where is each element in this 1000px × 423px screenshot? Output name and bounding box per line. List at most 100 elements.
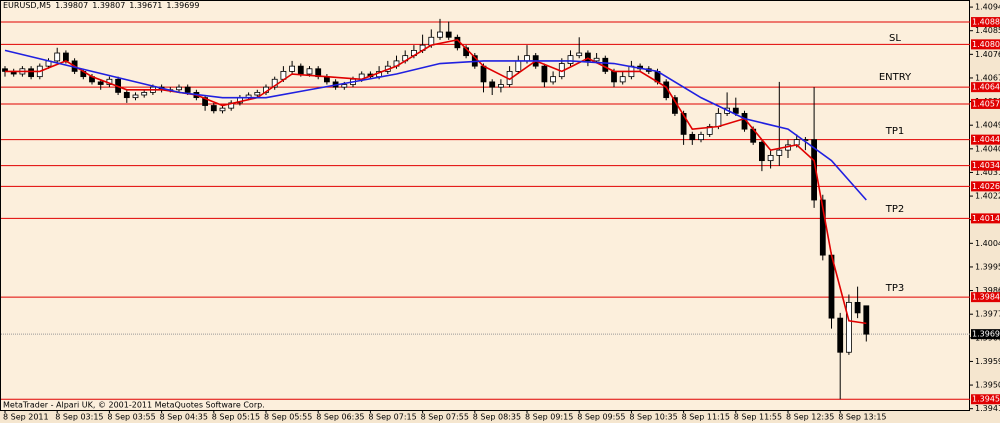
candle-body: [480, 65, 487, 83]
level-label-box: [971, 98, 1000, 109]
level-label-box: [971, 292, 1000, 303]
y-tick-label: 1.39865: [975, 286, 1000, 295]
candle-body: [689, 133, 696, 141]
candle-body: [585, 52, 591, 62]
x-tick-label: 8 Sep 05:55: [264, 413, 312, 422]
y-tick-label: 1.39505: [975, 381, 1000, 390]
candle-body: [289, 65, 296, 72]
candle-body: [593, 57, 600, 62]
level-label-box: [971, 160, 1000, 171]
level-label-box: [971, 394, 1000, 405]
annotation: TP2: [885, 204, 905, 215]
level-label-box: [971, 213, 1000, 224]
x-tick-label: 8 Sep 07:55: [421, 413, 469, 422]
candle-body: [550, 76, 556, 83]
candle-body: [184, 86, 191, 93]
level-label-box: [971, 39, 1000, 50]
y-tick-label: 1.40225: [975, 192, 1000, 201]
candle-body: [846, 301, 852, 353]
candle-body: [141, 91, 148, 96]
x-tick-label: 8 Sep 09:55: [577, 413, 625, 422]
candle-body: [602, 57, 609, 72]
candle-body: [54, 52, 61, 62]
candle-body: [176, 86, 182, 91]
level-label: 1.39840: [972, 293, 1000, 302]
candle-body: [428, 36, 435, 46]
footer: MetaTrader - Alpari UK, © 2001-2011 Meta…: [3, 401, 265, 410]
current-price-label: 1.39699: [972, 330, 1000, 339]
candle-body: [497, 84, 504, 88]
candle-body: [210, 105, 217, 112]
moving-average: [4, 49, 867, 201]
x-tick-label: 8 Sep 03:15: [55, 413, 103, 422]
x-tick-label: 8 Sep 10:35: [629, 413, 677, 422]
candle-body: [437, 31, 443, 38]
candle-body: [306, 68, 313, 75]
x-tick-label: 8 Sep 03:55: [107, 413, 155, 422]
candle-body: [854, 301, 861, 314]
candle-body: [706, 126, 713, 135]
level-label-box: [971, 17, 1000, 28]
x-tick-label: 8 Sep 04:35: [160, 413, 208, 422]
candle-body: [576, 52, 583, 57]
level-label: 1.40888: [972, 18, 1000, 27]
level-label: 1.40140: [972, 214, 1000, 223]
open: 1.39807: [55, 1, 89, 10]
y-tick-label: 1.40765: [975, 50, 1000, 59]
candle-body: [611, 70, 617, 83]
candle-body: [732, 107, 739, 114]
header: EURUSD,M5 1.39807 1.39807 1.39671 1.39699: [3, 1, 203, 10]
level-label: 1.39451: [972, 395, 1000, 404]
x-tick-label: 8 Sep 13:15: [838, 413, 886, 422]
moving-average: [5, 39, 867, 325]
candle-body: [819, 199, 826, 256]
level-label: 1.40262: [972, 182, 1000, 191]
candle-body: [341, 84, 348, 88]
candle-body: [297, 65, 304, 75]
candle-body: [837, 317, 844, 353]
candle-body: [680, 112, 687, 135]
low: 1.39671: [129, 1, 163, 10]
candle-body: [202, 97, 209, 106]
candle-body: [619, 76, 626, 83]
candle-body: [123, 91, 130, 99]
current-price-box: [971, 329, 1000, 340]
candle-body: [132, 94, 139, 99]
level-label: 1.40803: [972, 40, 1000, 49]
high: 1.39807: [92, 1, 126, 10]
annotation: ENTRY: [879, 72, 912, 83]
candle-body: [776, 149, 783, 156]
candle-body: [63, 52, 69, 62]
candle-body: [219, 107, 226, 112]
y-tick-label: 1.39595: [975, 357, 1000, 366]
candle-body: [97, 81, 104, 85]
candle-body: [445, 31, 452, 38]
level-label-box: [971, 181, 1000, 192]
y-tick-label: 1.39775: [975, 310, 1000, 319]
level-label-box: [971, 134, 1000, 145]
candle-body: [698, 133, 704, 141]
annotation: TP1: [885, 126, 905, 137]
y-tick-label: 1.40045: [975, 239, 1000, 248]
y-tick-label: 1.40675: [975, 73, 1000, 82]
y-tick-label: 1.40855: [975, 26, 1000, 35]
y-tick-label: 1.40315: [975, 168, 1000, 177]
annotation: TP3: [885, 283, 905, 294]
x-tick-label: 8 Sep 05:15: [212, 413, 260, 422]
x-tick-label: 8 Sep 06:35: [316, 413, 364, 422]
x-tick-label: 8 Sep 09:15: [525, 413, 573, 422]
y-tick-label: 1.39955: [975, 262, 1000, 271]
candle-body: [863, 305, 870, 335]
x-tick-label: 8 Sep 2011: [3, 413, 49, 422]
x-tick-label: 8 Sep 12:35: [786, 413, 834, 422]
y-tick-label: 1.40405: [975, 144, 1000, 153]
candle-body: [715, 112, 722, 127]
level-label: 1.40576: [972, 99, 1000, 108]
symbol: EURUSD,M5: [3, 1, 52, 10]
x-tick-label: 8 Sep 07:15: [368, 413, 416, 422]
candle-body: [489, 81, 496, 88]
candle-body: [254, 91, 261, 96]
annotation: SL: [889, 33, 901, 44]
